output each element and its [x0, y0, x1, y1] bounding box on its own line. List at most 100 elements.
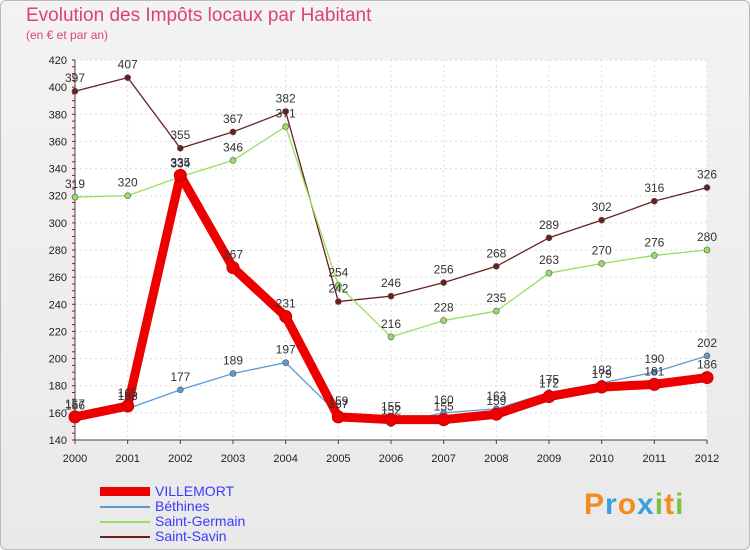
- data-point-saint-germain: [335, 281, 342, 289]
- data-label-b-thines: 159: [328, 394, 348, 408]
- data-label-saint-germain: 319: [65, 177, 85, 191]
- grid-layer: [74, 59, 708, 441]
- data-point-saint-savin: [335, 298, 342, 305]
- data-point-saint-savin: [598, 216, 605, 224]
- y-tick-label: 380: [49, 109, 67, 121]
- data-point-saint-germain: [229, 157, 237, 164]
- x-tick-label: 2011: [643, 453, 667, 465]
- data-label-villemort: 179: [592, 367, 612, 381]
- data-point-villemort: [121, 399, 135, 413]
- data-label-b-thines: 175: [539, 373, 559, 387]
- data-label-villemort: 231: [276, 297, 296, 311]
- data-label-saint-savin: 302: [592, 200, 612, 214]
- x-tick-label: 2002: [168, 453, 192, 465]
- legend-label: Saint-Savin: [155, 528, 227, 544]
- data-label-villemort: 157: [328, 397, 348, 411]
- data-label-saint-savin: 268: [486, 246, 506, 260]
- logo-letter: o: [617, 488, 638, 521]
- data-point-saint-germain: [493, 307, 500, 315]
- y-tick-label: 140: [49, 435, 67, 447]
- data-label-saint-germain: 276: [644, 235, 664, 249]
- data-point-saint-savin: [229, 128, 237, 136]
- y-tick-label: 300: [49, 218, 67, 230]
- data-label-villemort: 159: [486, 394, 506, 408]
- data-label-b-thines: 156: [65, 398, 85, 412]
- logo-letter: P: [584, 488, 606, 521]
- data-point-villemort: [226, 261, 240, 275]
- legend-label: Béthines: [155, 498, 210, 514]
- logo-letter: i: [675, 488, 685, 521]
- data-point-villemort: [68, 410, 82, 424]
- chart-subtitle: (en € et par an): [26, 28, 109, 42]
- data-point-saint-germain: [440, 317, 447, 324]
- data-point-saint-germain: [703, 246, 711, 254]
- y-tick-label: 220: [49, 326, 67, 338]
- data-label-saint-savin: 256: [434, 263, 454, 277]
- data-label-saint-germain: 254: [328, 265, 348, 279]
- data-label-saint-savin: 397: [65, 71, 85, 85]
- data-label-saint-savin: 382: [276, 92, 296, 106]
- data-label-villemort: 181: [644, 364, 664, 378]
- data-point-saint-germain: [124, 192, 131, 200]
- data-point-villemort: [331, 410, 345, 424]
- x-tick-label: 2000: [63, 453, 87, 465]
- logo-letter: r: [605, 488, 618, 521]
- logo-letter: i: [654, 488, 665, 521]
- data-point-villemort: [647, 377, 661, 391]
- data-label-saint-savin: 326: [697, 168, 717, 182]
- data-label-b-thines: 197: [276, 343, 296, 357]
- data-label-villemort: 157: [65, 397, 85, 411]
- data-point-b-thines: [177, 386, 184, 394]
- data-label-saint-germain: 228: [434, 301, 454, 315]
- data-point-saint-savin: [651, 197, 658, 205]
- x-tick-label: 2009: [537, 453, 561, 465]
- data-label-b-thines: 163: [486, 389, 506, 403]
- data-point-b-thines: [229, 370, 237, 377]
- data-label-saint-germain: 346: [223, 140, 243, 154]
- data-point-villemort: [489, 407, 503, 421]
- data-point-villemort: [279, 310, 293, 323]
- data-point-saint-germain: [387, 333, 395, 341]
- data-point-villemort: [595, 380, 609, 394]
- data-point-saint-savin: [703, 184, 711, 191]
- data-point-villemort: [437, 413, 451, 427]
- data-label-saint-germain: 280: [697, 230, 717, 244]
- data-label-saint-savin: 246: [381, 276, 401, 290]
- data-point-villemort: [173, 168, 187, 182]
- data-label-saint-germain: 270: [592, 244, 612, 258]
- data-point-saint-savin: [177, 144, 184, 152]
- data-label-b-thines: 163: [118, 389, 138, 403]
- data-point-villemort: [384, 413, 398, 427]
- data-label-b-thines: 182: [592, 363, 612, 377]
- data-label-villemort: 186: [697, 358, 717, 372]
- data-label-saint-savin: 407: [118, 58, 138, 72]
- proxiti-logo: Proxiti: [584, 488, 684, 522]
- data-point-villemort: [700, 371, 714, 385]
- x-tick-label: 2001: [115, 453, 139, 465]
- data-label-saint-germain: 216: [381, 317, 401, 331]
- chart-title: Evolution des Impôts locaux par Habitant: [26, 5, 372, 26]
- data-label-saint-savin: 367: [223, 112, 243, 126]
- data-label-saint-germain: 371: [276, 107, 296, 121]
- x-tick-label: 2006: [379, 453, 403, 465]
- data-point-b-thines: [651, 368, 658, 376]
- data-point-villemort: [542, 390, 556, 404]
- data-label-saint-germain: 320: [118, 176, 138, 190]
- data-point-saint-germain: [545, 269, 553, 277]
- data-label-villemort: 155: [434, 400, 454, 414]
- logo-letter: t: [664, 488, 676, 521]
- series-layer: [68, 74, 714, 428]
- data-point-saint-savin: [71, 87, 79, 95]
- data-label-villemort: 172: [539, 377, 559, 391]
- data-point-saint-savin: [440, 279, 447, 286]
- y-tick-label: 200: [49, 354, 67, 366]
- y-tick-label: 340: [49, 164, 67, 176]
- data-label-saint-germain: 235: [486, 291, 506, 305]
- data-label-b-thines: 190: [644, 352, 664, 366]
- legend-label: Saint-Germain: [155, 513, 246, 529]
- logo-letter: x: [637, 488, 655, 521]
- y-tick-label: 280: [49, 245, 67, 257]
- legend-swatch: [100, 487, 150, 496]
- data-point-b-thines: [703, 352, 711, 360]
